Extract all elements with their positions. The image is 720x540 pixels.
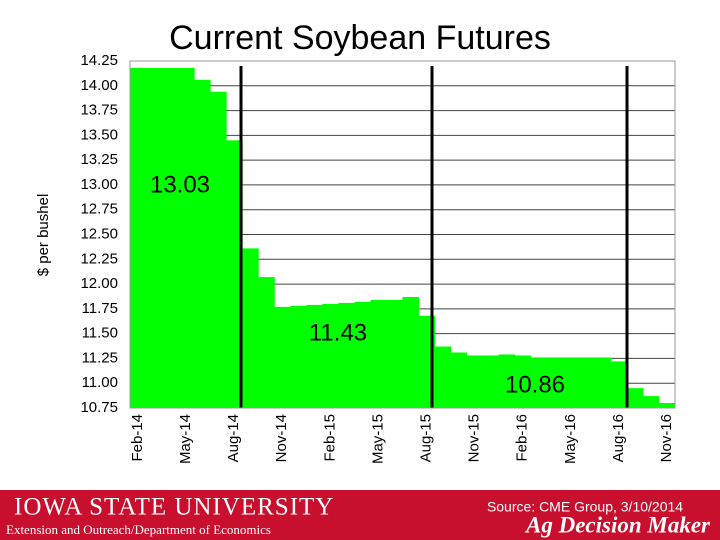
- y-tick-label: 13.75: [80, 102, 118, 119]
- bar: [274, 306, 291, 408]
- x-tick-label: Nov-16: [658, 414, 675, 462]
- x-tick-label: May-14: [177, 414, 194, 464]
- x-tick-label: Feb-15: [321, 414, 338, 462]
- bar: [178, 67, 195, 408]
- y-tick-label: 14.00: [80, 77, 118, 94]
- annotation: 11.43: [309, 319, 367, 346]
- bar: [530, 357, 548, 408]
- bar: [130, 67, 147, 408]
- bar: [562, 357, 580, 408]
- y-tick-label: 12.00: [80, 275, 118, 292]
- x-tick-label: Feb-16: [514, 414, 531, 462]
- y-tick-label: 11.50: [82, 325, 118, 342]
- bar: [210, 91, 227, 408]
- annotation: 10.86: [505, 371, 565, 398]
- y-tick-label: 12.25: [80, 250, 118, 267]
- x-tick-label: Feb-14: [129, 414, 146, 462]
- department: Extension and Outreach/Department of Eco…: [6, 522, 271, 537]
- bar: [322, 303, 339, 408]
- x-tick-label: May-16: [562, 414, 579, 464]
- y-axis-label: $ per bushel: [35, 194, 52, 277]
- annotation: 13.03: [150, 171, 210, 198]
- y-tick-label: 10.75: [80, 399, 118, 416]
- x-tick-label: Nov-14: [273, 414, 290, 462]
- bar: [450, 352, 468, 408]
- y-tick-label: 13.25: [80, 151, 118, 168]
- bar: [498, 354, 516, 408]
- bar: [626, 388, 644, 408]
- bar: [402, 296, 420, 408]
- plot-border: [129, 60, 676, 409]
- bar: [466, 355, 484, 408]
- y-tick-label: 12.75: [80, 201, 118, 218]
- y-tick-label: 11.25: [82, 349, 118, 366]
- bar: [338, 302, 355, 408]
- x-tick-label: Aug-15: [418, 414, 435, 462]
- y-tick-label: 11.75: [82, 300, 118, 317]
- source: Source: CME Group, 3/10/2014: [487, 499, 683, 515]
- y-tick-label: 14.25: [80, 52, 118, 69]
- bar: [354, 301, 371, 408]
- bar: [258, 277, 275, 408]
- chart-title: Current Soybean Futures: [169, 19, 551, 57]
- y-tick-label: 13.00: [80, 176, 118, 193]
- bar: [482, 355, 500, 408]
- bar: [146, 67, 163, 408]
- bar: [514, 355, 532, 408]
- x-tick-label: Nov-15: [466, 414, 483, 462]
- bar: [226, 140, 243, 409]
- y-tick-label: 12.50: [80, 225, 118, 242]
- y-tick-label: 11.00: [82, 374, 118, 391]
- bar: [658, 403, 676, 408]
- bar: [642, 396, 660, 408]
- bar: [162, 67, 179, 408]
- footer-band: [0, 490, 720, 540]
- bar: [306, 304, 323, 408]
- bar: [546, 357, 564, 408]
- bar: [370, 299, 387, 408]
- bar: [594, 357, 612, 408]
- plot-area: 14.25 14.00 13.75 13.50 13.25 13.00 12.75 12.50…: [80, 52, 676, 464]
- x-tick-label: May-15: [369, 414, 386, 464]
- y-tick-label: 13.50: [80, 126, 118, 143]
- bar: [434, 346, 452, 408]
- bar: [290, 305, 307, 408]
- bar: [242, 248, 259, 408]
- brand: Ag Decision Maker: [524, 512, 711, 537]
- bar: [610, 361, 628, 408]
- x-tick-label: Aug-14: [225, 414, 242, 462]
- bar: [194, 79, 211, 408]
- bar: [578, 357, 596, 408]
- university-name: IOWA STATE UNIVERSITY: [14, 494, 334, 521]
- bar: [386, 299, 403, 408]
- x-tick-label: Aug-16: [610, 414, 627, 462]
